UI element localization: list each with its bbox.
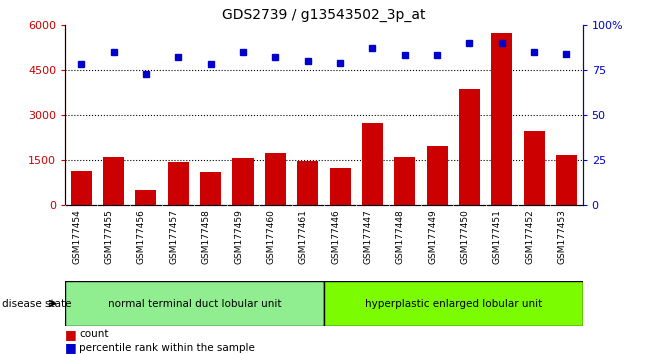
Bar: [71, 171, 92, 205]
Bar: [362, 122, 383, 205]
Text: GSM177449: GSM177449: [428, 209, 437, 264]
Title: GDS2739 / g13543502_3p_at: GDS2739 / g13543502_3p_at: [222, 8, 426, 22]
Text: GSM177458: GSM177458: [202, 209, 211, 264]
Text: normal terminal duct lobular unit: normal terminal duct lobular unit: [107, 298, 281, 309]
Bar: [324, 281, 583, 326]
Text: ■: ■: [65, 328, 77, 341]
Text: GSM177461: GSM177461: [299, 209, 308, 264]
Bar: [298, 161, 318, 205]
Text: GSM177455: GSM177455: [105, 209, 114, 264]
Text: GSM177459: GSM177459: [234, 209, 243, 264]
Text: ■: ■: [65, 341, 77, 354]
Text: GSM177454: GSM177454: [72, 209, 81, 264]
Bar: [523, 131, 545, 205]
Text: percentile rank within the sample: percentile rank within the sample: [79, 343, 255, 353]
Bar: [232, 158, 253, 205]
Bar: [265, 153, 286, 205]
Bar: [168, 162, 189, 205]
Bar: [135, 190, 156, 205]
Text: GSM177460: GSM177460: [266, 209, 275, 264]
Bar: [329, 168, 350, 205]
Text: GSM177452: GSM177452: [525, 209, 534, 264]
Text: count: count: [79, 329, 109, 339]
Bar: [65, 281, 324, 326]
Bar: [556, 155, 577, 205]
Text: GSM177450: GSM177450: [460, 209, 469, 264]
Bar: [492, 33, 512, 205]
Text: GSM177451: GSM177451: [493, 209, 502, 264]
Text: GSM177457: GSM177457: [169, 209, 178, 264]
Bar: [103, 156, 124, 205]
Text: GSM177453: GSM177453: [557, 209, 566, 264]
Bar: [459, 90, 480, 205]
Text: GSM177446: GSM177446: [331, 209, 340, 264]
Text: disease state: disease state: [2, 298, 72, 309]
Text: GSM177447: GSM177447: [363, 209, 372, 264]
Text: hyperplastic enlarged lobular unit: hyperplastic enlarged lobular unit: [365, 298, 542, 309]
Text: GSM177448: GSM177448: [396, 209, 405, 264]
Text: GSM177456: GSM177456: [137, 209, 146, 264]
Bar: [426, 146, 448, 205]
Bar: [200, 172, 221, 205]
Bar: [395, 156, 415, 205]
